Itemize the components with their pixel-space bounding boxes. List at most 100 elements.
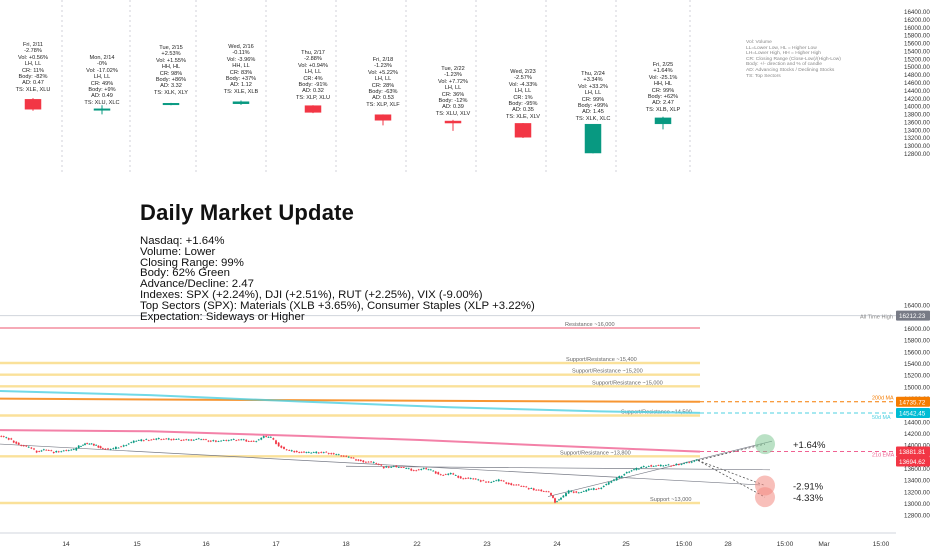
intraday-candle xyxy=(645,467,648,468)
intraday-candle xyxy=(257,439,260,441)
intraday-candle xyxy=(137,440,140,441)
daily-stat-vol: Vol: +7.72% xyxy=(437,78,468,85)
intraday-candle xyxy=(65,450,68,451)
intraday-candle xyxy=(245,439,248,442)
intraday-candle xyxy=(665,465,667,466)
intraday-candle xyxy=(202,439,205,441)
intraday-candle xyxy=(630,470,633,472)
intraday-candle xyxy=(115,446,117,449)
price-tick-label: 15800.00 xyxy=(904,338,930,345)
intraday-candle xyxy=(207,440,210,442)
daily-stat-ad: AD: 0.49 xyxy=(91,93,113,100)
intraday-candle xyxy=(232,438,235,440)
intraday-candle xyxy=(62,450,65,452)
daily-stat-body: Body: -82% xyxy=(18,74,48,81)
intraday-candle xyxy=(452,473,455,475)
intraday-candle xyxy=(132,440,135,443)
daily-stat-ts: TS: XLK, XLC xyxy=(575,115,611,122)
intraday-candle xyxy=(25,445,28,447)
intraday-candle xyxy=(185,439,188,441)
intraday-candle xyxy=(572,491,575,493)
intraday-candle xyxy=(659,464,662,467)
daily-stat-cr: CR: 28% xyxy=(371,82,395,89)
intraday-candle xyxy=(260,437,263,440)
intraday-candle xyxy=(50,450,53,452)
price-label-box xyxy=(896,456,930,467)
intraday-candle xyxy=(40,450,43,452)
intraday-candle xyxy=(462,478,465,480)
intraday-candle xyxy=(237,439,240,441)
intraday-candle xyxy=(487,481,490,483)
daily-stat-day: Fri, 2/18 xyxy=(372,57,394,63)
intraday-candle xyxy=(652,466,655,467)
intraday-candle xyxy=(547,491,550,493)
intraday-candle xyxy=(86,443,89,444)
intraday-candle xyxy=(17,442,20,445)
intraday-candle xyxy=(412,470,415,472)
intraday-candle xyxy=(618,476,621,479)
legend-line: Vol: Volume xyxy=(746,40,772,45)
daily-stat-body: Body: +86% xyxy=(155,77,187,84)
intraday-candle xyxy=(177,438,180,440)
price-tick-label: 14400.00 xyxy=(904,88,930,95)
intraday-candle xyxy=(157,438,160,440)
daily-stat-vol: Vol: +0.94% xyxy=(297,62,328,69)
intraday-candle xyxy=(410,468,413,471)
intraday-candle xyxy=(695,459,698,461)
intraday-candle xyxy=(417,469,420,471)
time-tick-label: 15:00 xyxy=(676,541,693,548)
daily-stat-change: -2.57% xyxy=(514,75,532,82)
intraday-candle xyxy=(592,488,595,490)
intraday-candle xyxy=(22,445,25,447)
intraday-candle xyxy=(88,443,91,445)
price-tick-label: 13000.00 xyxy=(904,501,930,508)
intraday-candle xyxy=(352,457,355,459)
daily-stat-ts: TS: XLE, XLB xyxy=(223,88,259,95)
price-tick-label: 15600.00 xyxy=(904,349,930,356)
intraday-candle xyxy=(275,440,277,444)
daily-stat-ts: TS: XLP, XLF xyxy=(366,101,400,108)
recap-line-body: Body: 62% Green xyxy=(140,267,230,280)
recap-line-closing-range: Closing Range: 99% xyxy=(140,256,244,269)
intraday-candle xyxy=(135,440,138,442)
intraday-candle xyxy=(152,438,155,440)
candle-body xyxy=(24,99,42,110)
daily-stat-ts: TS: XLB, XLP xyxy=(645,106,681,113)
intraday-candle xyxy=(400,467,403,468)
intraday-candle xyxy=(429,469,432,471)
price-tick-label: 12800.00 xyxy=(904,513,930,520)
intraday-candle xyxy=(52,451,55,454)
intraday-candle xyxy=(82,444,84,446)
intraday-candle xyxy=(693,460,696,462)
level-label: Resistance ~16,000 xyxy=(565,322,615,328)
price-tick-label: 16000.00 xyxy=(904,326,930,333)
price-label-box xyxy=(896,408,930,419)
intraday-candle xyxy=(469,478,472,479)
intraday-candle xyxy=(140,439,143,442)
intraday-candle xyxy=(642,466,645,467)
daily-stat-body: Body: +99% xyxy=(577,103,609,110)
level-label: Support/Resistance ~15,200 xyxy=(572,369,643,375)
intraday-candle xyxy=(442,475,445,476)
candle-body xyxy=(93,108,111,111)
intraday-candle xyxy=(439,474,442,476)
trendline-flat xyxy=(345,465,771,471)
intraday-candle xyxy=(387,466,390,468)
intraday-candle xyxy=(290,450,293,452)
intraday-candle xyxy=(38,451,41,452)
intraday-candle xyxy=(30,447,33,449)
candle-body xyxy=(232,101,250,104)
intraday-candle xyxy=(15,441,18,444)
intraday-candle xyxy=(597,488,600,490)
candle-body xyxy=(514,123,532,138)
intraday-candle xyxy=(57,451,60,453)
intraday-candle xyxy=(303,451,305,453)
daily-stat-body: Body: +9% xyxy=(88,87,116,94)
intraday-candle xyxy=(107,448,109,450)
intraday-candle xyxy=(640,467,643,468)
level-label: Support/Resistance ~15,000 xyxy=(592,380,663,386)
price-tick-label: 13400.00 xyxy=(904,127,930,134)
intraday-candle xyxy=(322,452,325,454)
scenario-label: +1.64% xyxy=(793,440,826,451)
